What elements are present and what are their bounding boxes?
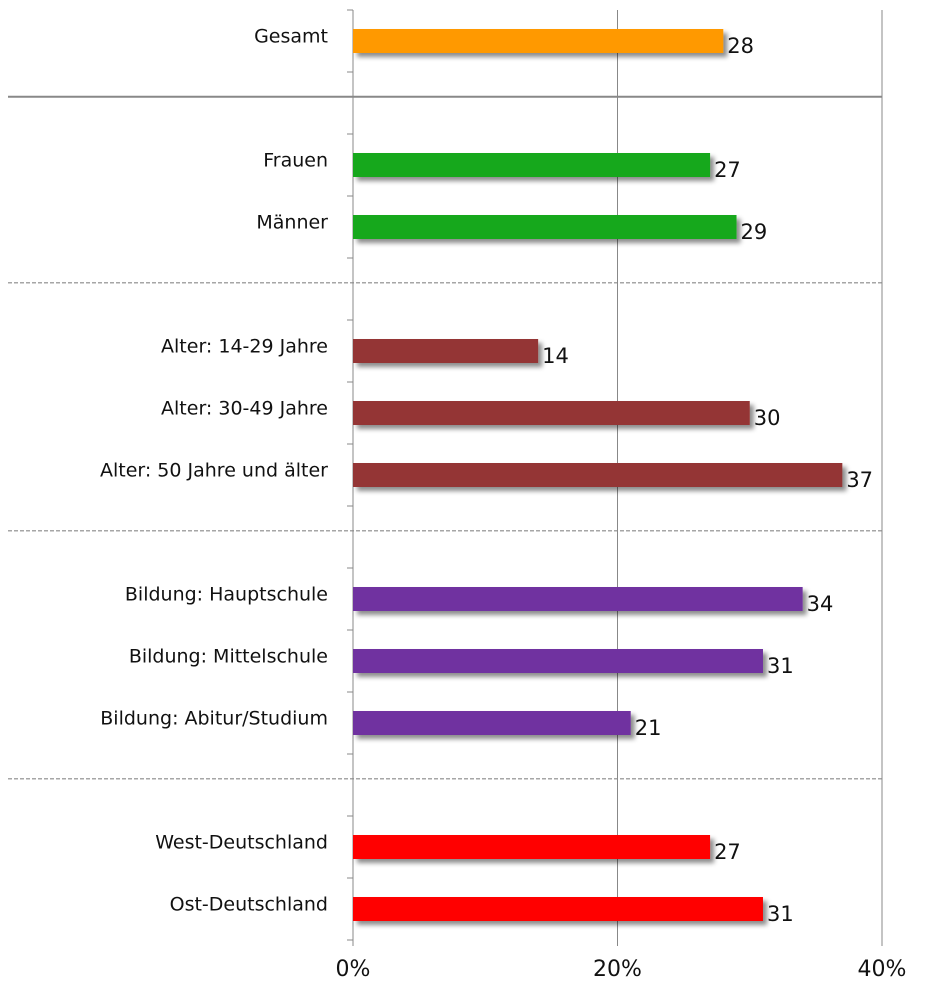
data-label: 27 (714, 158, 741, 182)
y-tick-label: Männer (256, 212, 328, 234)
y-tick-label: Alter: 50 Jahre und älter (100, 460, 328, 482)
y-tick-label: Alter: 14-29 Jahre (161, 336, 328, 358)
bar (353, 339, 539, 363)
x-tick-label: 20% (593, 957, 642, 982)
x-tick-label: 40% (858, 957, 907, 982)
data-label: 29 (741, 220, 768, 244)
y-tick-label: Frauen (263, 150, 328, 172)
data-label: 37 (846, 468, 873, 492)
data-label: 14 (542, 344, 569, 368)
bar (353, 711, 631, 735)
bar (353, 463, 843, 487)
bar (353, 153, 711, 177)
bar (353, 835, 711, 859)
bar (353, 587, 803, 611)
y-tick-label: Bildung: Abitur/Studium (100, 708, 328, 730)
y-tick-label: West-Deutschland (155, 832, 328, 854)
y-tick-label: Bildung: Mittelschule (129, 646, 328, 668)
x-tick-label: 0% (336, 957, 371, 982)
data-label: 34 (807, 592, 834, 616)
bar (353, 401, 750, 425)
data-label: 21 (635, 716, 662, 740)
bar (353, 897, 763, 921)
bar (353, 649, 763, 673)
data-label: 28 (727, 34, 754, 58)
y-tick-label: Alter: 30-49 Jahre (161, 398, 328, 420)
bar (353, 29, 724, 53)
data-label: 31 (767, 654, 794, 678)
data-label: 30 (754, 406, 781, 430)
y-tick-label: Bildung: Hauptschule (125, 584, 328, 606)
data-label: 31 (767, 902, 794, 926)
data-label: 27 (714, 840, 741, 864)
y-tick-label: Gesamt (254, 26, 328, 48)
bar (353, 215, 737, 239)
y-tick-label: Ost-Deutschland (170, 894, 328, 916)
